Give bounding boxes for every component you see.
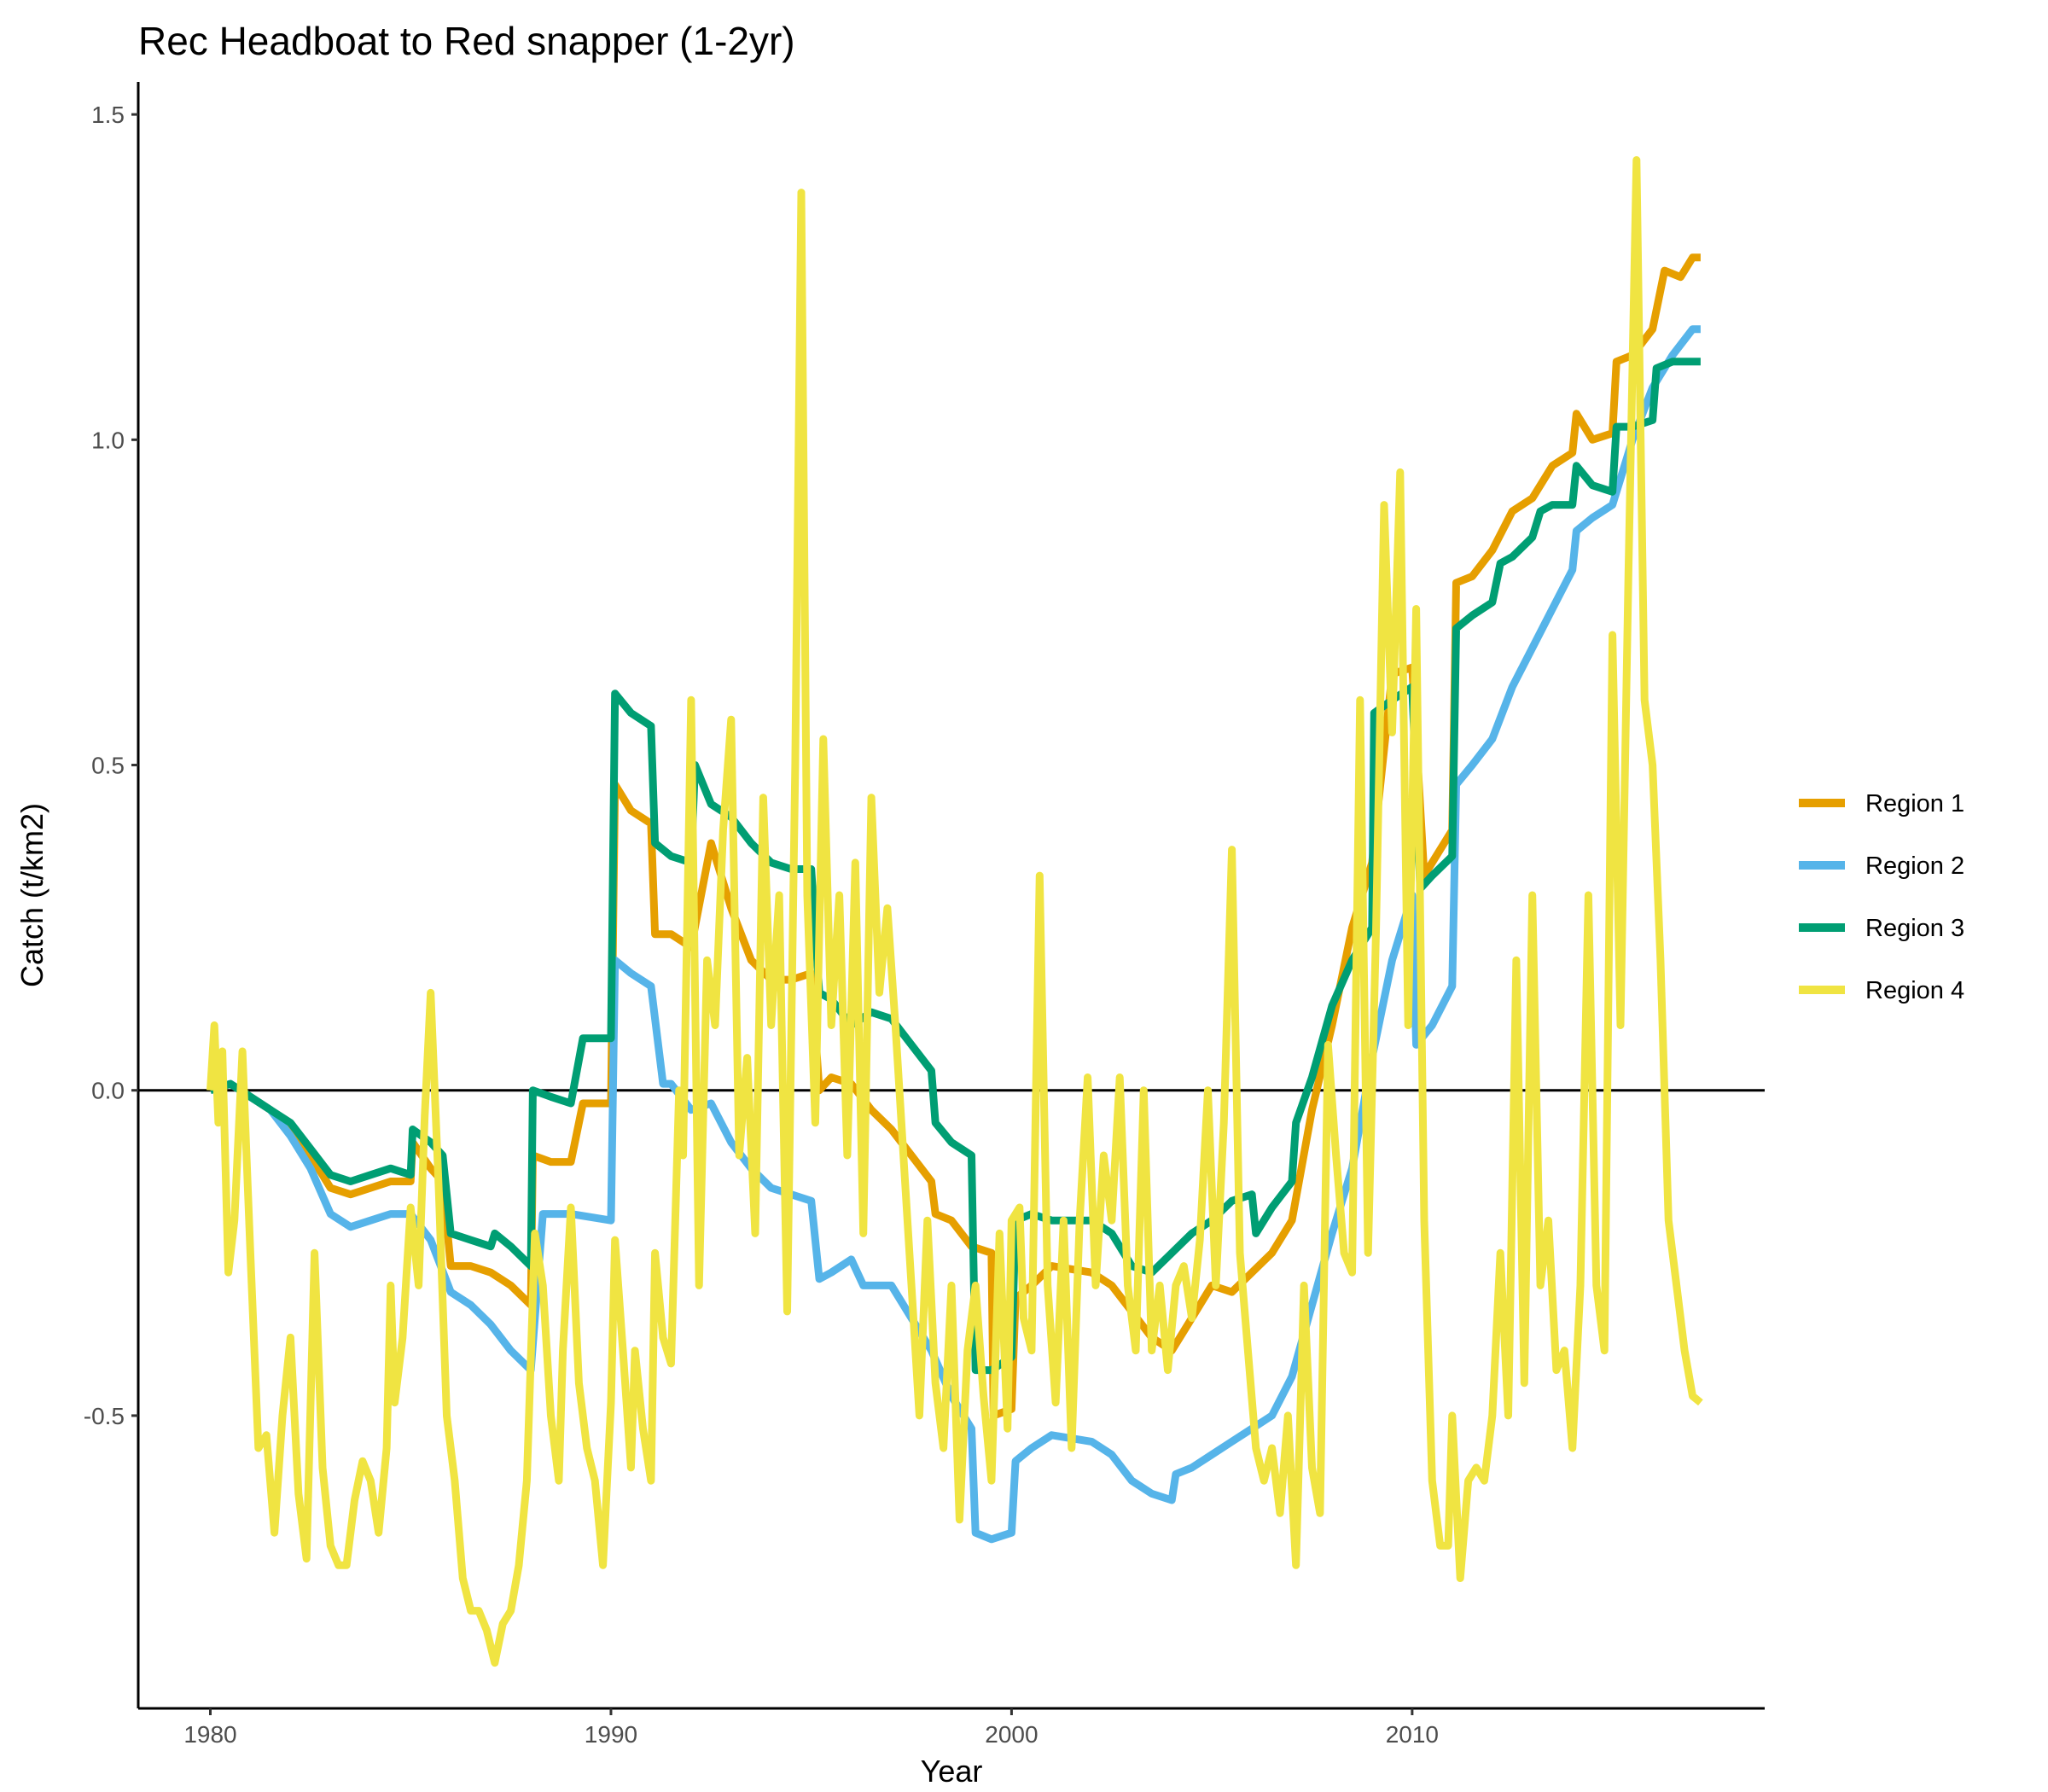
x-tick-label: 2000 [985,1721,1038,1748]
series-line-region-2 [209,325,1701,1544]
plot-area [138,156,1765,1667]
y-tick-label: 1.5 [91,102,125,128]
y-tick-label: 0.0 [91,1078,125,1104]
series-line-region-4 [207,156,1703,1667]
x-tick-label: 1990 [585,1721,637,1748]
series-line-region-3 [209,358,1701,1375]
x-axis-ticks: 1980 1990 2000 2010 [183,1708,1439,1748]
chart-title: Rec Headboat to Red snapper (1-2yr) [138,19,795,63]
y-axis-title: Catch (t/km2) [15,803,49,987]
legend-label-region-4: Region 4 [1865,977,1964,1004]
y-tick-label: 0.5 [91,753,125,779]
x-axis-title: Year [921,1754,983,1789]
series-line-region-1 [209,253,1701,1420]
legend-label-region-1: Region 1 [1865,790,1964,817]
legend-label-region-3: Region 3 [1865,915,1964,942]
x-tick-label: 1980 [183,1721,236,1748]
x-tick-label: 2010 [1386,1721,1439,1748]
y-tick-label: -0.5 [84,1403,125,1429]
y-tick-label: 1.0 [91,427,125,453]
y-axis-ticks: -0.5 0.0 0.5 1.0 1.5 [84,102,138,1429]
legend-label-region-2: Region 2 [1865,852,1964,880]
legend: Region 1 Region 2 Region 3 Region 4 [1799,790,1964,1004]
